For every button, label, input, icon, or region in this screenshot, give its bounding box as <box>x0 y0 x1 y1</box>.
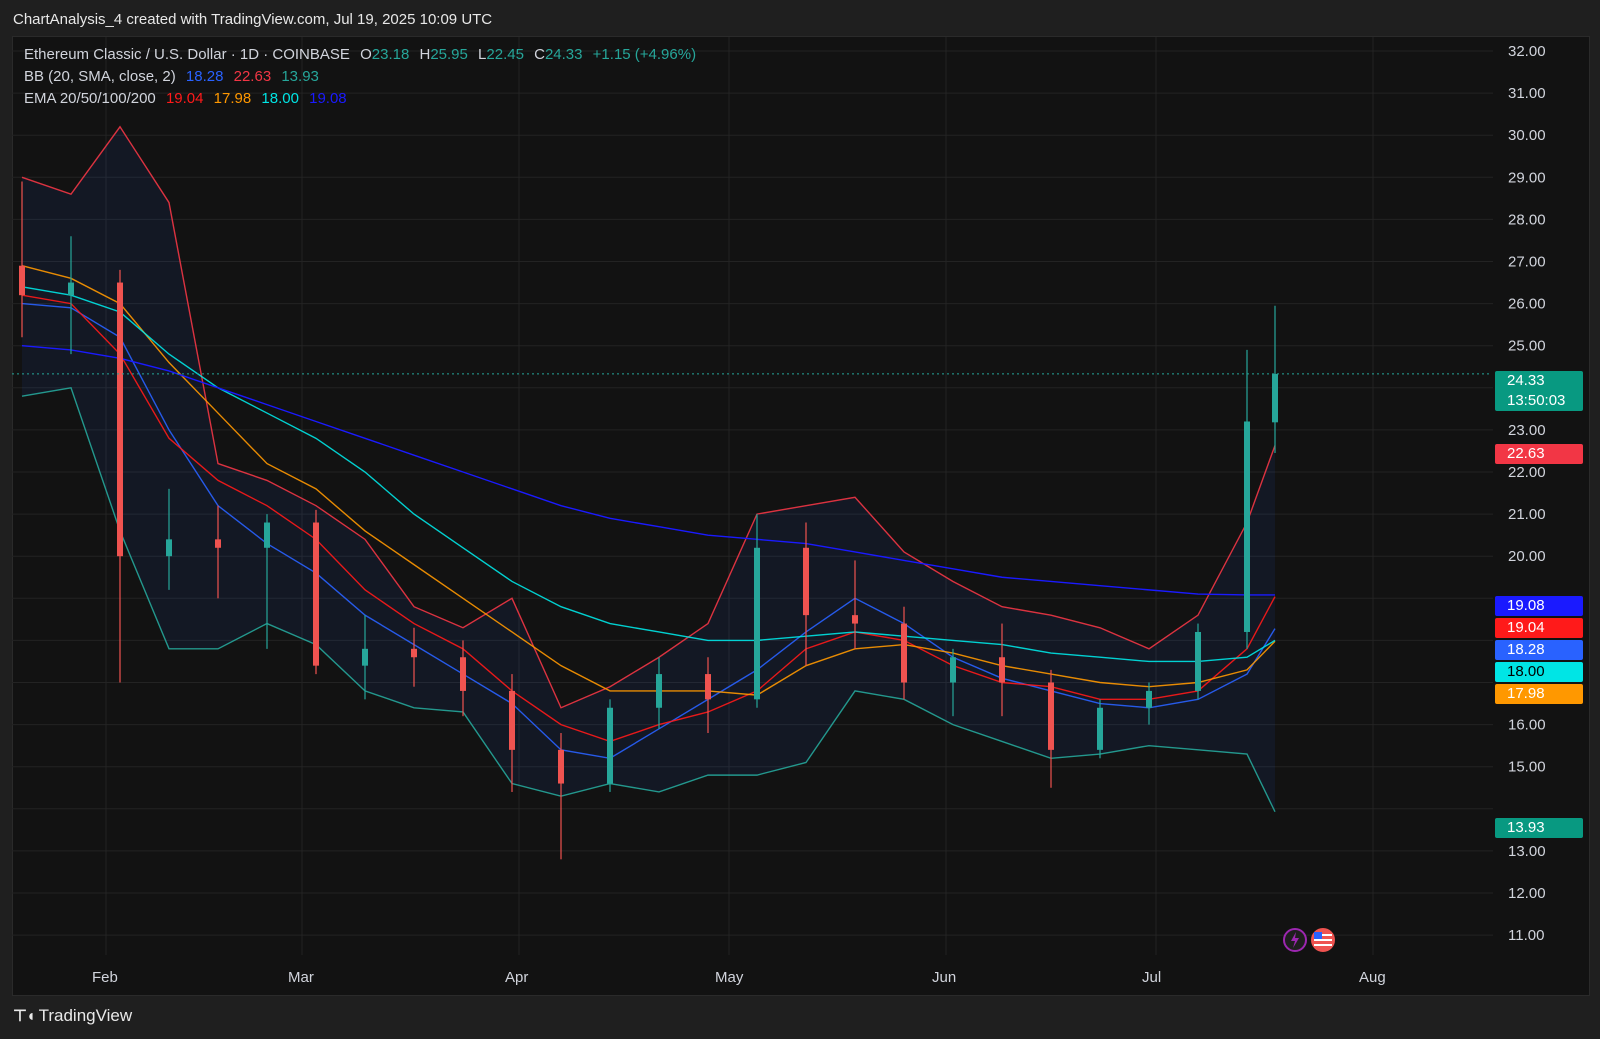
y-tick-label: 32.00 <box>1508 43 1546 60</box>
x-tick-label: Aug <box>1359 969 1386 986</box>
y-tick-label: 22.00 <box>1508 464 1546 481</box>
high-label: H <box>419 46 431 63</box>
low-label: L <box>478 46 487 63</box>
candle-body <box>1048 682 1054 750</box>
economic-events-markers[interactable] <box>1283 926 1343 956</box>
bar-countdown: 13:50:03 <box>1507 392 1566 409</box>
candle-body <box>705 674 711 700</box>
candle-body <box>1272 373 1278 423</box>
candle-body <box>68 282 74 296</box>
last-price-tag: 24.33 13:50:03 <box>1495 371 1583 411</box>
y-tick-label: 11.00 <box>1508 927 1544 944</box>
symbol-name[interactable]: Ethereum Classic / U.S. Dollar · 1D · CO… <box>24 46 350 63</box>
x-tick-label: Feb <box>92 969 118 986</box>
close-value: 24.33 <box>544 46 583 63</box>
candle-body <box>509 690 515 750</box>
ema200-value: 19.08 <box>309 90 347 107</box>
candle-body <box>19 265 25 296</box>
candle-body <box>1195 631 1201 691</box>
ema50-tag: 17.98 <box>1495 684 1583 704</box>
change-value: +1.15 (+4.96%) <box>592 46 697 63</box>
bb-lower-line <box>21 387 1276 813</box>
chart-panel[interactable] <box>12 36 1590 996</box>
candle-body <box>215 539 221 548</box>
candle-body <box>1244 421 1250 632</box>
ema20-value: 19.04 <box>165 90 204 107</box>
candle-body <box>411 648 417 658</box>
bb-band-fill <box>22 126 1275 812</box>
low-value: 22.45 <box>486 46 524 63</box>
bb-lower-tag: 13.93 <box>1495 818 1583 838</box>
candle-body <box>1097 707 1103 750</box>
y-tick-label: 31.00 <box>1508 85 1546 102</box>
lightning-bolt-shape <box>1291 932 1299 948</box>
candle-body <box>901 623 907 683</box>
close-label: C <box>534 46 545 63</box>
candle-body <box>1146 690 1152 708</box>
candle-body <box>460 657 466 691</box>
x-tick-label: May <box>715 969 744 986</box>
high-value: 25.95 <box>430 46 468 63</box>
y-tick-label: 12.00 <box>1508 885 1546 902</box>
y-tick-label: 23.00 <box>1508 422 1546 439</box>
last-price-value: 24.33 <box>1507 372 1545 389</box>
ema-200-line <box>21 345 1275 596</box>
bb-mid-tag: 18.28 <box>1495 640 1583 660</box>
ema-legend[interactable]: EMA 20/50/100/200 19.04 17.98 18.00 19.0… <box>24 90 353 107</box>
bb-lower-value: 13.93 <box>281 68 319 85</box>
candle-body <box>362 648 368 666</box>
chart-attribution-title: ChartAnalysis_4 created with TradingView… <box>13 11 493 28</box>
x-tick-label: Jun <box>932 969 956 986</box>
ema50-value: 17.98 <box>213 90 252 107</box>
y-tick-label: 20.00 <box>1508 548 1546 565</box>
candle-body <box>607 707 613 784</box>
y-tick-label: 16.00 <box>1508 717 1546 734</box>
y-tick-label: 27.00 <box>1508 254 1546 271</box>
x-tick-label: Mar <box>288 969 314 986</box>
bb-indicator-label[interactable]: BB (20, SMA, close, 2) <box>24 68 176 85</box>
y-tick-label: 21.00 <box>1508 506 1546 523</box>
candle-body <box>999 657 1005 683</box>
candle-body <box>313 522 319 666</box>
open-label: O <box>360 46 372 63</box>
tradingview-logo-icon: ⊤◖ <box>13 1008 36 1025</box>
candle-body <box>656 674 662 708</box>
ema100-tag: 18.00 <box>1495 662 1583 682</box>
y-tick-label: 25.00 <box>1508 338 1546 355</box>
tradingview-logo-text: TradingView <box>38 1006 133 1025</box>
candle-body <box>852 615 858 624</box>
bb-legend[interactable]: BB (20, SMA, close, 2) 18.28 22.63 13.93 <box>24 68 325 85</box>
candle-body <box>950 657 956 683</box>
candle-body <box>558 749 564 784</box>
ema20-tag: 19.04 <box>1495 618 1583 638</box>
y-tick-label: 28.00 <box>1508 211 1546 228</box>
ema-100-line <box>21 286 1276 663</box>
candle-body <box>264 522 270 548</box>
y-tick-label: 26.00 <box>1508 296 1546 313</box>
y-tick-label: 30.00 <box>1508 127 1546 144</box>
candle-body <box>803 547 809 616</box>
x-tick-label: Jul <box>1142 969 1161 986</box>
ema100-value: 18.00 <box>261 90 299 107</box>
candle-body <box>754 547 760 700</box>
ema200-tag: 19.08 <box>1495 596 1583 616</box>
y-tick-label: 29.00 <box>1508 169 1546 186</box>
ema-indicator-label[interactable]: EMA 20/50/100/200 <box>24 90 156 107</box>
y-tick-label: 13.00 <box>1508 843 1546 860</box>
bb-upper-value: 22.63 <box>233 68 272 85</box>
bb-upper-tag: 22.63 <box>1495 444 1583 464</box>
candle-body <box>117 282 123 557</box>
open-value: 23.18 <box>371 46 410 63</box>
x-tick-label: Apr <box>505 969 528 986</box>
y-tick-label: 15.00 <box>1508 759 1546 776</box>
candle-body <box>166 539 172 557</box>
tradingview-logo[interactable]: ⊤◖ TradingView <box>13 1006 132 1026</box>
bb-mid-value: 18.28 <box>185 68 224 85</box>
symbol-legend: Ethereum Classic / U.S. Dollar · 1D · CO… <box>24 46 702 63</box>
